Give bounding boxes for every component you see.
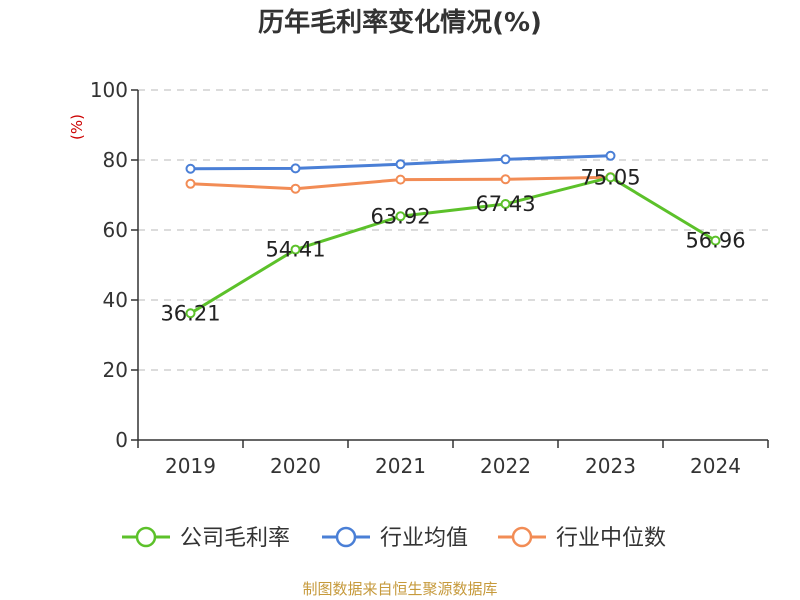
y-tick-label: 40: [103, 288, 128, 312]
legend-label: 行业中位数: [556, 526, 666, 551]
grid-lines: [138, 89, 768, 371]
data-point-company: [290, 244, 301, 255]
legend-item-industry_median: 行业中位数: [498, 526, 666, 551]
y-tick-label: 80: [103, 148, 128, 172]
y-tick-label: 0: [115, 428, 128, 452]
data-point-industry_median: [290, 183, 301, 194]
series-lines: [185, 150, 721, 319]
x-tick-label: 2022: [480, 454, 531, 478]
data-point-industry_avg: [290, 163, 301, 174]
chart-title: 历年毛利率变化情况(%): [258, 8, 542, 38]
data-point-company: [185, 308, 196, 319]
data-point-industry_avg: [395, 159, 406, 170]
legend-item-industry_avg: 行业均值: [322, 526, 468, 551]
data-source-note: 制图数据来自恒生聚源数据库: [302, 580, 498, 598]
y-tick-label: 20: [103, 358, 128, 382]
legend-marker: [511, 526, 533, 548]
data-point-company: [500, 198, 511, 209]
legend-label: 公司毛利率: [180, 526, 290, 551]
data-point-industry_avg: [185, 163, 196, 174]
data-point-industry_median: [185, 178, 196, 189]
x-tick-label: 2019: [165, 454, 216, 478]
y-axis-label: (%): [68, 114, 86, 140]
data-point-company: [395, 211, 406, 222]
x-tick-label: 2023: [585, 454, 636, 478]
legend-label: 行业均值: [380, 526, 468, 551]
y-tick-label: 60: [103, 218, 128, 242]
y-tick-label: 100: [90, 78, 128, 102]
data-point-industry_avg: [605, 150, 616, 161]
data-label-company: 36.21: [160, 301, 220, 325]
data-label-company: 54.41: [265, 238, 325, 262]
data-point-industry_median: [395, 174, 406, 185]
data-point-company: [605, 172, 616, 183]
data-point-industry_median: [500, 174, 511, 185]
legend-marker: [335, 526, 357, 548]
data-label-company: 67.43: [475, 192, 535, 216]
series-line-company: [189, 175, 717, 315]
data-label-company: 75.05: [580, 165, 640, 189]
axes: 0 20 40 60 80 100 2019 2020 2021 2022 2023 2024: [90, 78, 769, 478]
x-tick-label: 2020: [270, 454, 321, 478]
x-tick-label: 2021: [375, 454, 426, 478]
data-label-company: 56.96: [685, 229, 745, 253]
data-labels: 36.21 54.41 63.92 67.43 75.05 56.96: [160, 165, 745, 325]
legend: 公司毛利率 行业均值 行业中位数: [122, 526, 666, 551]
x-tick-label: 2024: [690, 454, 741, 478]
data-point-company: [710, 235, 721, 246]
legend-item-company: 公司毛利率: [122, 526, 290, 551]
legend-marker: [135, 526, 157, 548]
data-label-company: 63.92: [370, 204, 430, 228]
data-point-industry_avg: [500, 154, 511, 165]
